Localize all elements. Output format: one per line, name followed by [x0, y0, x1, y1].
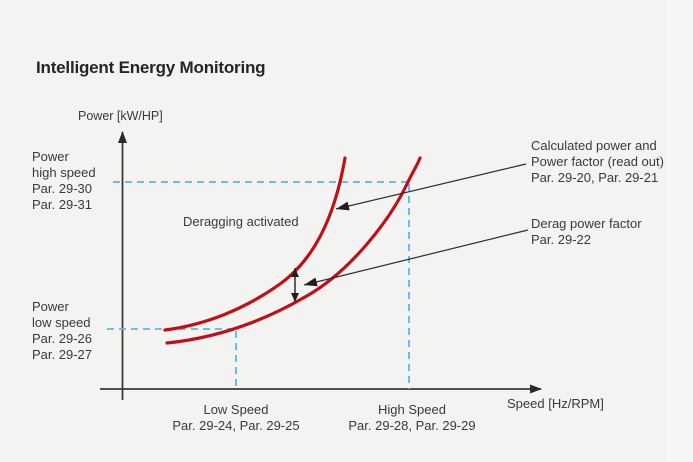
power-high-speed-label: Power high speed Par. 29-30 Par. 29-31: [32, 149, 96, 213]
label-line: high speed: [32, 165, 96, 180]
label-line: Par. 29-26: [32, 331, 92, 346]
label-line: Par. 29-31: [32, 197, 92, 212]
calculated-power-pointer-arrow: [335, 163, 527, 211]
diagram-title: Intelligent Energy Monitoring: [36, 58, 266, 77]
power-low-speed-label: Power low speed Par. 29-26 Par. 29-27: [32, 299, 92, 363]
calculated-power-curve: [165, 156, 422, 345]
label-line: Par. 29-28, Par. 29-29: [348, 418, 476, 433]
label-line: Derag power factor: [531, 216, 642, 231]
y-axis-label: Power [kW/HP]: [78, 109, 163, 123]
label-line: High Speed: [378, 402, 446, 417]
label-line: Calculated power and: [531, 138, 657, 153]
label-line: Par. 29-20, Par. 29-21: [531, 170, 659, 185]
low-speed-axis-label: Low Speed Par. 29-24, Par. 29-25: [160, 402, 312, 434]
high-speed-axis-label: High Speed Par. 29-28, Par. 29-29: [336, 402, 488, 434]
label-line: low speed: [32, 315, 91, 330]
label-line: Par. 29-30: [32, 181, 92, 196]
x-axis-label: Speed [Hz/RPM]: [507, 396, 604, 411]
label-line: Low Speed: [203, 402, 269, 417]
label-line: Par. 29-22: [531, 232, 591, 247]
derag-activated-power-curve: [163, 156, 347, 332]
derag-power-factor-label: Derag power factor Par. 29-22: [531, 216, 642, 248]
label-line: Power: [32, 149, 69, 164]
label-line: Par. 29-27: [32, 347, 92, 362]
label-line: Par. 29-24, Par. 29-25: [172, 418, 300, 433]
deragging-activated-label: Deragging activated: [183, 214, 299, 229]
page-right-margin: [667, 0, 693, 462]
label-line: Power: [32, 299, 69, 314]
calculated-power-label: Calculated power and Power factor (read …: [531, 138, 664, 186]
derag-power-factor-pointer-arrow: [303, 229, 529, 287]
label-line: Power factor (read out): [531, 154, 664, 169]
